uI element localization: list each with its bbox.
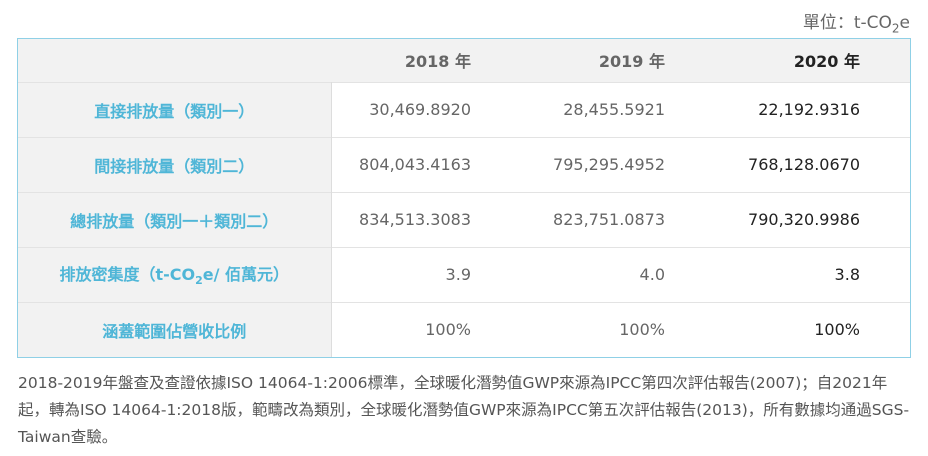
table-header-row: 2018 年 2019 年 2020 年 — [18, 39, 910, 82]
cell-2018: 100% — [331, 301, 501, 357]
header-2019: 2019 年 — [598, 52, 665, 72]
cell-2019: 4.0 — [501, 246, 695, 302]
emissions-table: 2018 年 2019 年 2020 年 直接排放量（類別一） 30,469.8… — [18, 39, 910, 357]
cell-2019: 100% — [501, 301, 695, 357]
row-label: 總排放量（類別一＋類別二） — [18, 191, 332, 247]
table-row-emission-intensity: 排放密集度（t-CO2e/ 佰萬元） 3.9 4.0 3.8 — [18, 246, 910, 302]
unit-label: 單位：t-CO2e — [802, 13, 910, 36]
header-2018: 2018 年 — [404, 52, 471, 72]
cell-2020: 768,128.0670 — [695, 136, 910, 192]
footnote: 2018-2019年盤查及查證依據ISO 14064-1:2006標準，全球暖化… — [18, 374, 910, 446]
header-2020: 2020 年 — [793, 52, 860, 72]
table-row-revenue-coverage: 涵蓋範圍佔營收比例 100% 100% 100% — [18, 301, 910, 357]
cell-2019: 795,295.4952 — [501, 136, 695, 192]
table-row-indirect-emissions: 間接排放量（類別二） 804,043.4163 795,295.4952 768… — [18, 136, 910, 192]
row-label: 間接排放量（類別二） — [18, 136, 332, 192]
emissions-table-container: 2018 年 2019 年 2020 年 直接排放量（類別一） 30,469.8… — [17, 38, 911, 358]
cell-2018: 834,513.3083 — [331, 191, 501, 247]
cell-2019: 823,751.0873 — [501, 191, 695, 247]
row-label: 涵蓋範圍佔營收比例 — [18, 301, 332, 357]
cell-2020: 100% — [695, 301, 910, 357]
cell-2020: 790,320.9986 — [695, 191, 910, 247]
cell-2018: 30,469.8920 — [331, 81, 501, 137]
cell-2020: 22,192.9316 — [695, 81, 910, 137]
cell-2020: 3.8 — [695, 246, 910, 302]
table-row-direct-emissions: 直接排放量（類別一） 30,469.8920 28,455.5921 22,19… — [18, 81, 910, 137]
row-label: 直接排放量（類別一） — [18, 81, 332, 137]
header-corner — [18, 39, 331, 82]
cell-2018: 3.9 — [331, 246, 501, 302]
cell-2019: 28,455.5921 — [501, 81, 695, 137]
cell-2018: 804,043.4163 — [331, 136, 501, 192]
table-row-total-emissions: 總排放量（類別一＋類別二） 834,513.3083 823,751.0873 … — [18, 191, 910, 247]
row-label: 排放密集度（t-CO2e/ 佰萬元） — [18, 246, 332, 302]
